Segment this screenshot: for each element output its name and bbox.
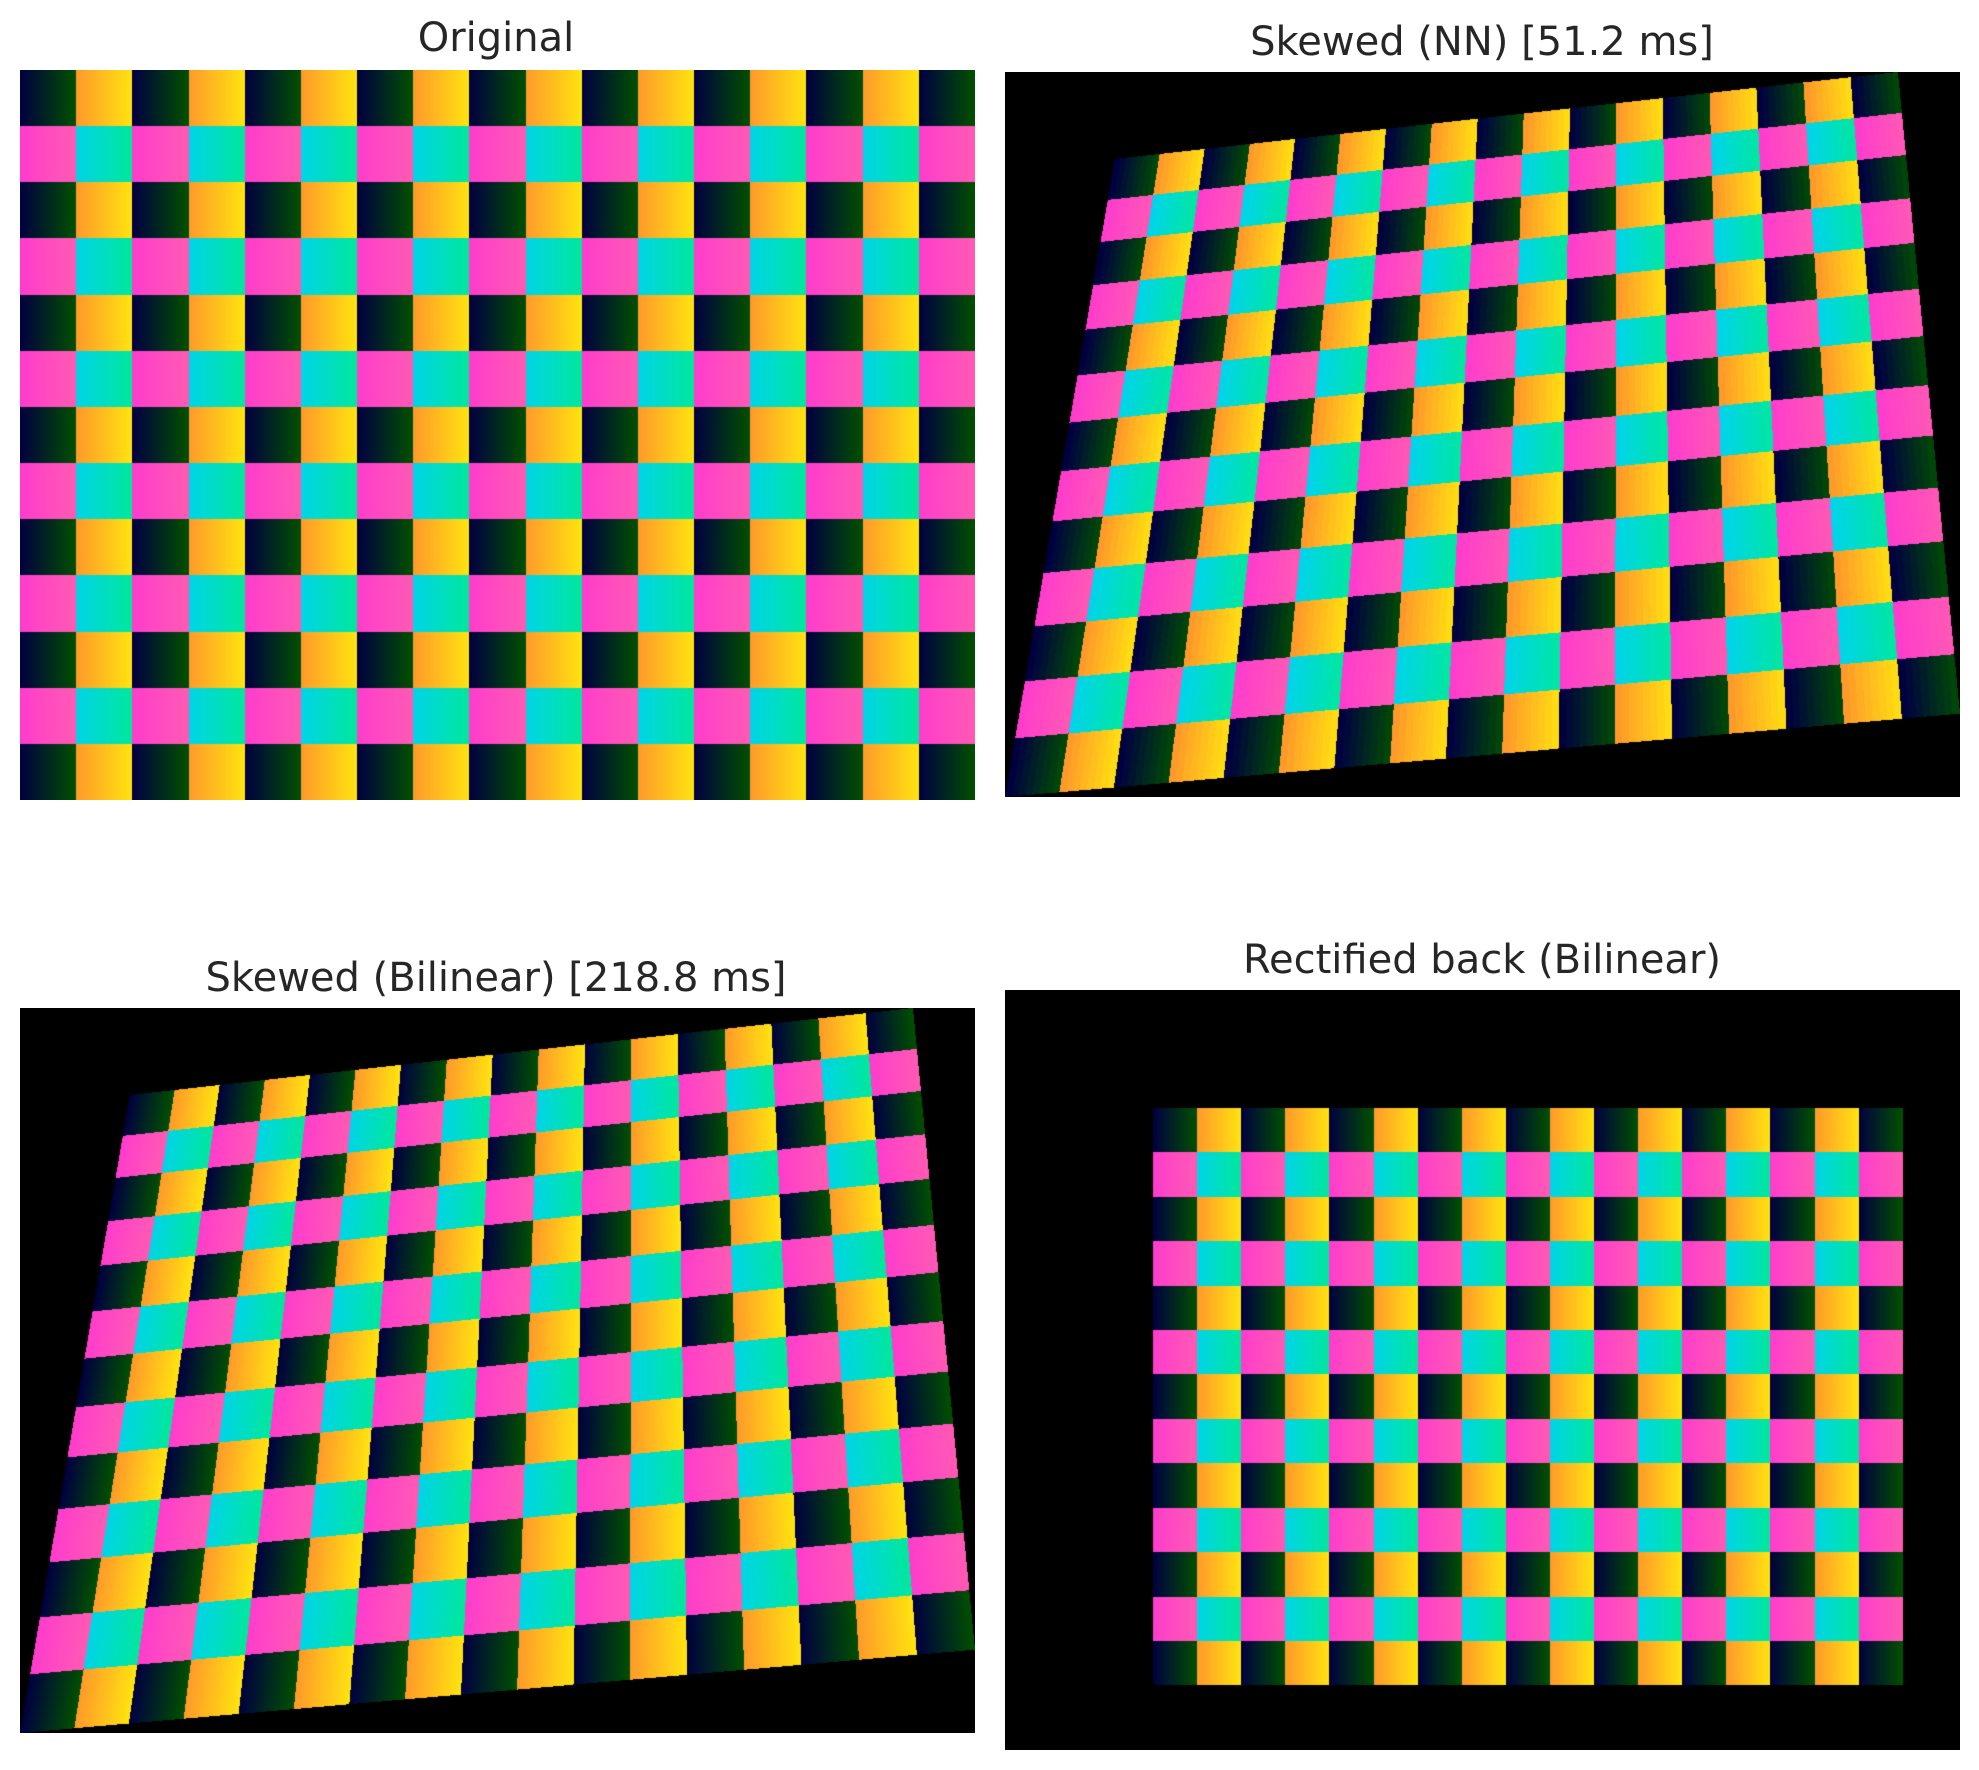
skewed-nn-canvas <box>1005 72 1960 797</box>
rectified-image <box>1005 990 1960 1750</box>
skewed-bilinear-canvas <box>20 1008 975 1733</box>
panel-title-original: Original <box>417 15 575 61</box>
skewed-nn-image <box>1005 72 1960 797</box>
skewed-bilinear-image <box>20 1008 975 1733</box>
original-image <box>20 70 975 800</box>
panel-title-skewed-bilinear: Skewed (Bilinear) [218.8 ms] <box>205 955 787 1001</box>
panel-title-skewed-nn: Skewed (NN) [51.2 ms] <box>1250 19 1714 65</box>
panel-title-rectified: Rectified back (Bilinear) <box>1243 937 1721 983</box>
original-canvas <box>20 70 975 800</box>
rectified-canvas <box>1005 990 1960 1750</box>
